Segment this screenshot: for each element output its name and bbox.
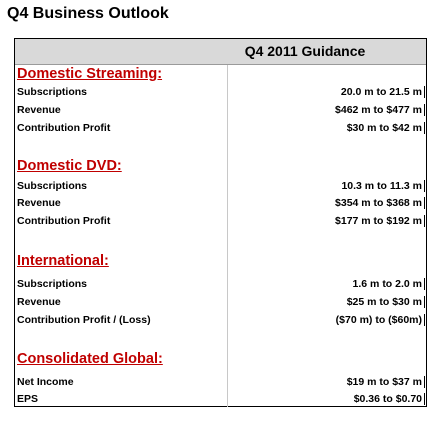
row-label: Net Income: [17, 376, 74, 388]
row-value: $30 m to $42 m: [347, 122, 425, 134]
table-header: Q4 2011 Guidance: [15, 39, 426, 65]
row-value: $25 m to $30 m: [347, 296, 425, 308]
row-value: $177 m to $192 m: [335, 215, 425, 227]
row-label: EPS: [17, 393, 39, 405]
table-header-label: Q4 2011 Guidance: [244, 43, 366, 59]
row-label: Subscriptions: [17, 180, 88, 192]
row-value: $462 m to $477 m: [335, 104, 425, 116]
section-title-domestic-streaming: Domestic Streaming:: [17, 66, 163, 82]
row-label: Revenue: [17, 197, 61, 209]
column-divider: [227, 65, 228, 407]
row-label: Contribution Profit: [17, 215, 111, 227]
section-title-consolidated-global: Consolidated Global:: [17, 351, 163, 367]
row-value: $0.36 to $0.70: [354, 393, 425, 405]
section-title-domestic-dvd: Domestic DVD:: [17, 158, 122, 174]
row-label: Revenue: [17, 104, 61, 116]
row-value: $354 m to $368 m: [335, 197, 425, 209]
row-label: Revenue: [17, 296, 61, 308]
row-label: Contribution Profit / (Loss): [17, 314, 151, 326]
page-title: Q4 Business Outlook: [7, 5, 169, 22]
row-label: Subscriptions: [17, 278, 88, 290]
row-value: 1.6 m to 2.0 m: [353, 278, 425, 290]
row-label: Subscriptions: [17, 86, 88, 98]
section-title-international: International:: [17, 253, 109, 269]
guidance-table: Q4 2011 Guidance Domestic Streaming: Sub…: [14, 38, 427, 407]
row-label: Contribution Profit: [17, 122, 111, 134]
row-value: 20.0 m to 21.5 m: [341, 86, 425, 98]
row-value: 10.3 m to 11.3 m: [341, 180, 425, 192]
row-value: $19 m to $37 m: [347, 376, 425, 388]
row-value: ($70 m) to ($60m): [336, 314, 425, 326]
